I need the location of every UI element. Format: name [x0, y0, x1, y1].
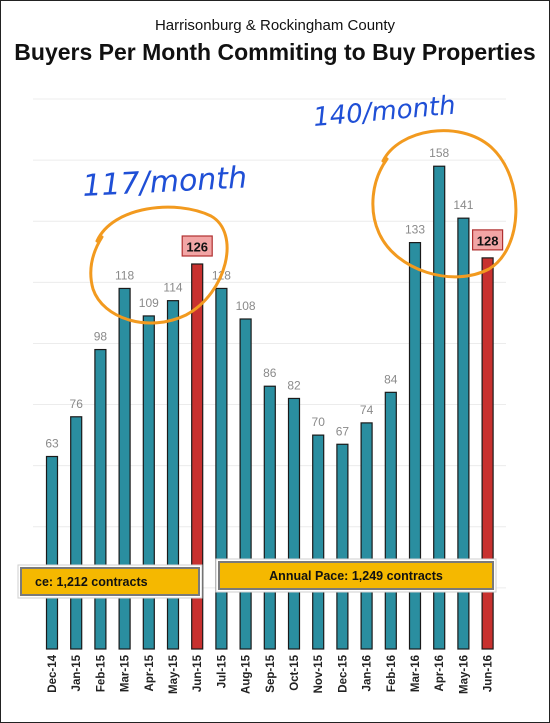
chart-subtitle: Harrisonburg & Rockingham County [154, 17, 396, 34]
value-label-may-16: 141 [453, 198, 473, 212]
annotation-pace-2016: 140/month [312, 91, 457, 133]
value-label-feb-16: 84 [384, 372, 398, 386]
bar-mar-16 [408, 242, 422, 650]
tick-label-oct-15: Oct-15 [289, 654, 301, 690]
bar-feb-15 [94, 348, 107, 650]
value-label-nov-15: 70 [312, 415, 326, 429]
tick-label-jun-15: Jun-15 [192, 654, 204, 692]
annotation-pace-2015: 117/month [82, 160, 248, 204]
bar-jan-16 [360, 422, 373, 650]
bar-dec-15 [336, 443, 349, 650]
bar-oct-15 [287, 397, 301, 650]
tick-label-mar-16: Mar-16 [410, 655, 422, 692]
tick-label-jan-16: Jan-16 [362, 655, 374, 691]
tick-label-dec-15: Dec-15 [337, 654, 349, 692]
value-label-dec-15: 67 [336, 424, 350, 438]
bar-apr-16 [433, 165, 446, 650]
tick-label-mar-15: Mar-15 [120, 654, 132, 692]
bar-aug-15 [239, 318, 252, 650]
tick-label-may-16: May-16 [458, 655, 470, 694]
tick-label-nov-15: Nov-15 [313, 654, 325, 693]
bar-nov-15 [312, 434, 325, 650]
bar-may-15 [166, 300, 180, 650]
pace-box [218, 561, 494, 590]
value-label-may-15: 114 [163, 281, 182, 295]
bar-sep-15 [263, 385, 276, 650]
value-label-apr-16: 158 [429, 146, 449, 160]
tick-label-aug-15: Aug-15 [241, 654, 253, 694]
highlight-circle-2015 [89, 205, 229, 325]
value-label-jun-15: 126 [186, 240, 208, 255]
value-callout-box [181, 235, 213, 257]
bar-jun-15 [191, 263, 204, 650]
tick-label-jan-15: Jan-15 [71, 654, 83, 691]
pace-box-label: Annual Pace: 1,249 contracts [269, 569, 443, 583]
tick-label-may-15: May-15 [168, 654, 180, 694]
bar-dec-14 [45, 455, 59, 650]
value-label-sep-15: 86 [263, 366, 277, 380]
tick-label-feb-16: Feb-16 [386, 655, 398, 692]
value-label-oct-15: 82 [287, 378, 301, 392]
tick-label-dec-14: Dec-14 [47, 654, 59, 692]
tick-label-apr-16: Apr-16 [434, 655, 446, 691]
bar-apr-15 [142, 315, 155, 650]
value-label-jan-16: 74 [360, 403, 374, 417]
pace-box-label: ce: 1,212 contracts [35, 575, 148, 589]
bar-jul-15 [215, 287, 228, 650]
bar-mar-15 [118, 287, 131, 650]
tick-label-jul-15: Jul-15 [216, 654, 228, 688]
tick-label-jun-16: Jun-16 [483, 655, 495, 692]
value-label-aug-15: 108 [236, 299, 256, 313]
chart-title: Buyers Per Month Commiting to Buy Proper… [14, 39, 536, 65]
bar-may-16 [457, 217, 470, 650]
value-label-mar-16: 133 [405, 223, 425, 237]
value-label-jun-16: 128 [477, 233, 499, 248]
value-label-feb-15: 98 [94, 330, 108, 344]
highlight-circle-2016 [371, 129, 518, 279]
value-label-dec-14: 63 [45, 437, 59, 451]
pace-box [20, 567, 200, 596]
tick-label-feb-15: Feb-15 [95, 654, 107, 692]
bar-jan-15 [70, 416, 83, 650]
bar-feb-16 [384, 391, 397, 650]
value-label-mar-15: 118 [115, 268, 134, 282]
tick-label-apr-15: Apr-15 [144, 654, 156, 691]
tick-label-sep-15: Sep-15 [265, 654, 277, 692]
value-label-jan-15: 76 [70, 397, 84, 411]
value-label-apr-15: 109 [139, 296, 159, 310]
value-callout-box [472, 229, 504, 251]
bar-jun-16 [481, 257, 494, 650]
